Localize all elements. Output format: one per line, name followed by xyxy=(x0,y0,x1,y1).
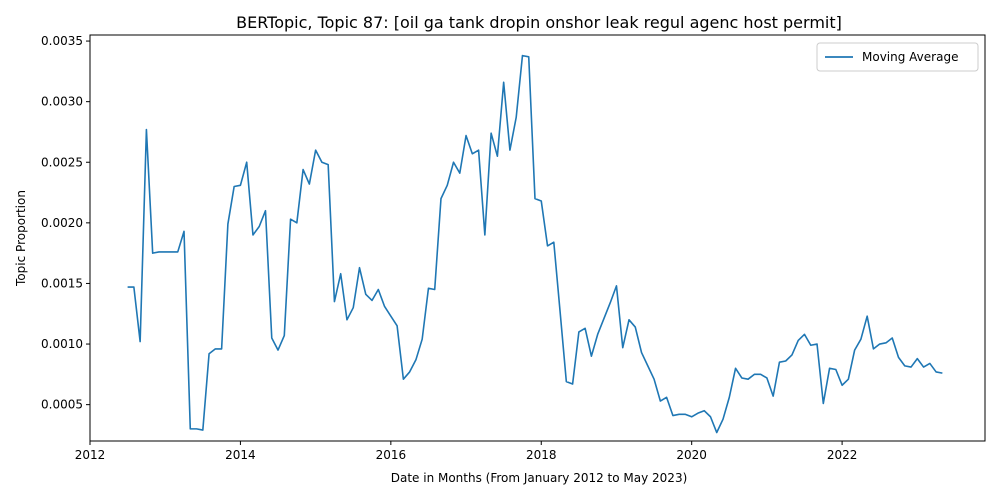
x-tick-label: 2014 xyxy=(225,448,256,462)
x-tick-label: 2018 xyxy=(526,448,557,462)
y-tick-label: 0.0030 xyxy=(41,95,83,109)
y-tick-label: 0.0035 xyxy=(41,34,83,48)
x-tick-label: 2020 xyxy=(676,448,707,462)
legend: Moving Average xyxy=(816,42,979,72)
series-line-moving-average xyxy=(127,54,943,434)
x-tick-label: 2012 xyxy=(75,448,106,462)
series-layer xyxy=(127,54,943,434)
x-axis-label: Date in Months (From January 2012 to May… xyxy=(391,471,688,485)
y-tick-label: 0.0005 xyxy=(41,398,83,412)
y-tick-label: 0.0010 xyxy=(41,337,83,351)
y-tick-label: 0.0015 xyxy=(41,276,83,290)
plot-area xyxy=(89,34,986,442)
legend-box xyxy=(816,42,979,72)
x-axis: 2012 2014 2016 2018 2020 2022 xyxy=(75,441,858,462)
y-tick-label: 0.0020 xyxy=(41,216,83,230)
chart-title: BERTopic, Topic 87: [oil ga tank dropin … xyxy=(236,13,842,32)
x-tick-label: 2016 xyxy=(376,448,407,462)
y-axis: 0.0005 0.0010 0.0015 0.0020 0.0025 0.0030 0.00… xyxy=(41,34,90,412)
y-tick-label: 0.0025 xyxy=(41,155,83,169)
legend-label: Moving Average xyxy=(862,50,958,64)
y-axis-label: Topic Proportion xyxy=(14,190,28,287)
x-tick-label: 2022 xyxy=(827,448,858,462)
